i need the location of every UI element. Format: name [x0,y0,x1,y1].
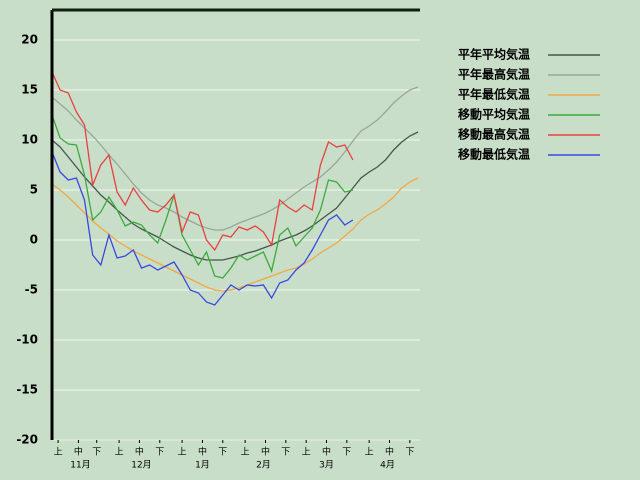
y-tick-label: -15 [16,383,38,397]
x-tick-label: 下 [405,448,414,458]
x-tick-label: 上 [178,447,187,458]
y-tick-label: 10 [21,133,38,147]
x-tick-label: 下 [155,448,164,458]
y-tick-label: 15 [21,83,38,97]
series-line [51,151,354,306]
x-tick-label: 上 [54,447,63,458]
y-tick-label: 5 [30,183,38,197]
y-tick-label: -5 [25,283,38,297]
y-tick-label: -20 [16,433,38,447]
month-label: 4月 [380,460,395,471]
series-line [51,71,354,252]
legend-label: 移動最高気温 [458,127,530,142]
x-tick-label: 中 [74,446,83,458]
x-tick-label: 上 [365,447,374,458]
month-label: 11月 [70,460,90,471]
legend-label: 平年最低気温 [458,87,530,102]
y-tick-label: 0 [30,233,38,247]
month-label: 12月 [131,460,151,471]
x-tick-label: 中 [198,446,207,458]
series-line [51,114,354,279]
x-tick-label: 上 [115,447,124,458]
x-tick-label: 上 [302,447,311,458]
x-tick-label: 上 [241,447,250,458]
x-tick-label: 中 [261,446,270,458]
x-tick-label: 下 [92,448,101,458]
x-tick-label: 中 [322,446,331,458]
month-label: 1月 [195,460,210,471]
series-line [51,177,419,292]
series-line [51,131,419,261]
x-tick-label: 中 [135,446,144,458]
x-tick-label: 下 [281,448,290,458]
legend-label: 平年平均気温 [458,47,530,62]
x-tick-label: 下 [218,448,227,458]
x-tick-label: 下 [342,448,351,458]
series-line [51,86,419,231]
legend-label: 平年最高気温 [458,67,530,82]
month-label: 3月 [319,460,334,471]
legend-label: 移動最低気温 [458,147,530,162]
y-tick-label: -10 [16,333,38,347]
x-tick-label: 中 [385,446,394,458]
month-label: 2月 [256,460,271,471]
legend-label: 移動平均気温 [458,107,530,122]
y-tick-label: 20 [21,33,38,47]
